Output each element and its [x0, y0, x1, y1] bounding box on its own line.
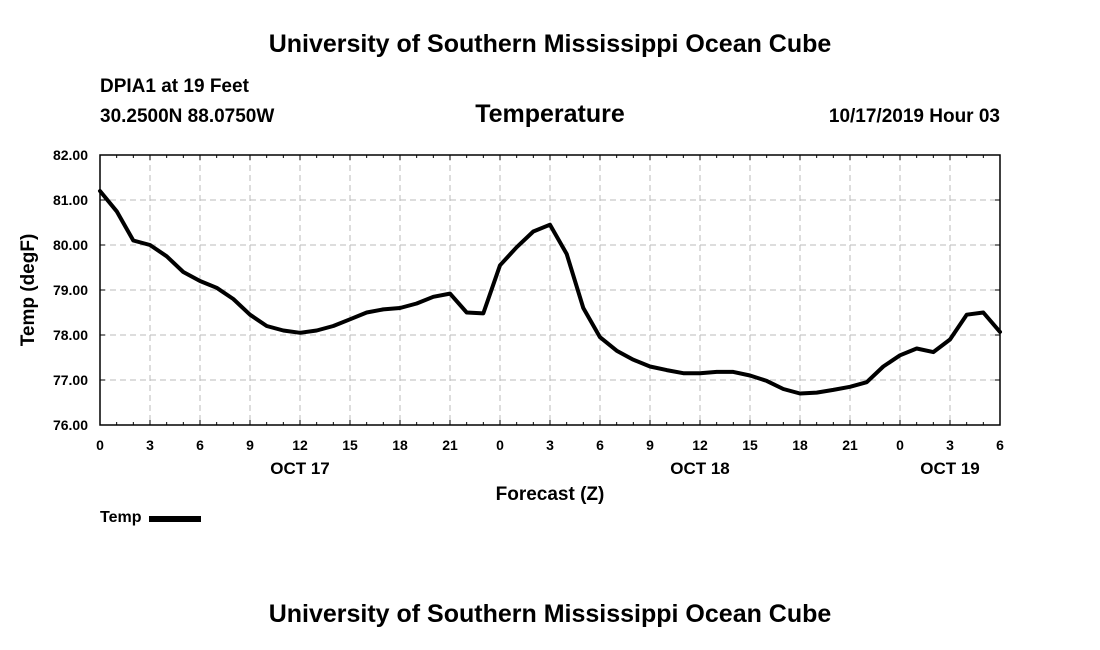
footer-title: University of Southern Mississippi Ocean… — [268, 600, 832, 628]
series — [98, 189, 1002, 396]
datetime-label: 10/17/2019 Hour 03 — [828, 106, 1000, 127]
x-tick-label: 0 — [896, 437, 904, 453]
y-axis-label: Temp (degF) — [18, 234, 39, 347]
x-tick-label: 15 — [742, 437, 758, 453]
y-tick-label: 78.00 — [53, 327, 88, 343]
x-tick-label: 3 — [946, 437, 954, 453]
x-tick-label: 9 — [646, 437, 654, 453]
x-tick-label: 0 — [96, 437, 104, 453]
y-tick-label: 76.00 — [53, 417, 88, 433]
station-label: DPIA1 at 19 Feet — [100, 76, 249, 97]
x-tick-label: 0 — [496, 437, 504, 453]
grid — [100, 155, 1000, 425]
x-tick-label: 6 — [196, 437, 204, 453]
x-tick-label: 3 — [546, 437, 554, 453]
y-tick-label: 82.00 — [53, 147, 88, 163]
date-label: OCT 17 — [270, 459, 330, 478]
x-tick-label: 6 — [596, 437, 604, 453]
x-tick-label: 15 — [342, 437, 358, 453]
x-tick-label: 3 — [146, 437, 154, 453]
x-tick-label: 12 — [292, 437, 308, 453]
series-line-temp — [98, 189, 1002, 396]
x-tick-label: 21 — [842, 437, 858, 453]
date-label: OCT 18 — [670, 459, 730, 478]
y-tick-label: 80.00 — [53, 237, 88, 253]
coordinates-label: 30.2500N 88.0750W — [100, 106, 275, 127]
axis-ticks: 0 3 6 9 12 15 18 21 0 3 6 9 12 15 18 21 0 3 6 76.00 77.00 78.… — [53, 147, 1004, 478]
x-tick-label: 18 — [792, 437, 808, 453]
x-tick-label: 18 — [392, 437, 408, 453]
legend-swatch-temp — [149, 516, 202, 522]
x-axis-label: Forecast (Z) — [496, 484, 605, 505]
date-label: OCT 19 — [920, 459, 980, 478]
y-tick-label: 79.00 — [53, 282, 88, 298]
legend: Temp — [100, 509, 202, 527]
page-title: University of Southern Mississippi Ocean… — [268, 30, 832, 58]
x-tick-label: 12 — [692, 437, 708, 453]
x-tick-label: 21 — [442, 437, 458, 453]
y-tick-label: 77.00 — [53, 372, 88, 388]
x-tick-label: 9 — [246, 437, 254, 453]
chart-title: Temperature — [475, 100, 625, 128]
y-tick-label: 81.00 — [53, 192, 88, 208]
legend-label-temp: Temp — [100, 509, 142, 526]
x-tick-label: 6 — [996, 437, 1004, 453]
